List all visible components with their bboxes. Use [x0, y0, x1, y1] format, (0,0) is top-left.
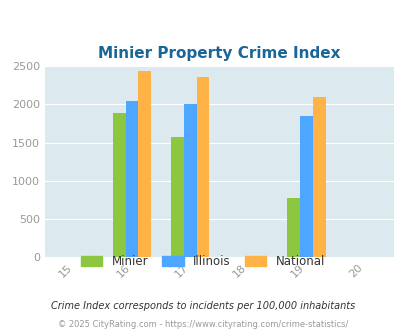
Bar — [287, 198, 299, 257]
Bar — [125, 101, 138, 257]
Bar — [196, 78, 209, 257]
Bar — [171, 137, 183, 257]
Text: © 2025 CityRating.com - https://www.cityrating.com/crime-statistics/: © 2025 CityRating.com - https://www.city… — [58, 320, 347, 329]
Bar — [299, 116, 312, 257]
Bar — [312, 97, 325, 257]
Bar — [138, 71, 151, 257]
Title: Minier Property Crime Index: Minier Property Crime Index — [98, 46, 340, 61]
Legend: Minier, Illinois, National: Minier, Illinois, National — [76, 250, 329, 273]
Bar — [183, 104, 196, 257]
Text: Crime Index corresponds to incidents per 100,000 inhabitants: Crime Index corresponds to incidents per… — [51, 301, 354, 311]
Bar — [113, 114, 125, 257]
